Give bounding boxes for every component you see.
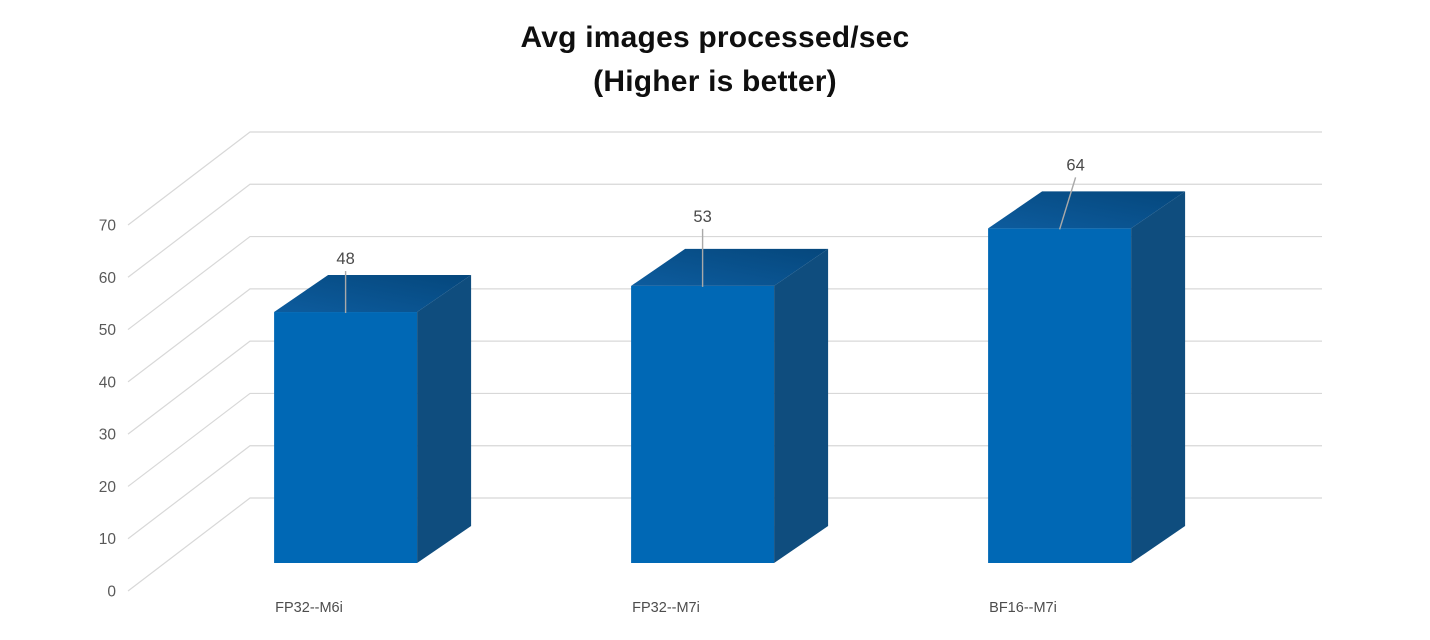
chart-title-line-1: Avg images processed/sec	[520, 21, 910, 54]
grid-line-60	[127, 183, 1322, 278]
ytick-label-50: 50	[99, 322, 117, 339]
bar-side-face	[1131, 191, 1186, 563]
bar-front-face	[631, 285, 775, 563]
grid-line-40	[127, 288, 1322, 383]
bars-layer	[274, 191, 1186, 563]
bar-front-face	[988, 228, 1132, 563]
grid-line-10	[127, 445, 1322, 540]
ytick-label-20: 20	[99, 479, 117, 496]
category-label-fp32-m7i: FP32--M7i	[632, 600, 700, 616]
ytick-label-30: 30	[99, 427, 117, 444]
data-label-leader	[1058, 177, 1077, 230]
chart-title: Avg images processed/sec (Higher is bett…	[0, 16, 1430, 104]
data-label-fp32-m6i: 48	[336, 250, 354, 268]
bar-top-face	[631, 248, 829, 286]
grid-line-0	[127, 497, 1322, 592]
data-label-bf16-m7i: 64	[1066, 156, 1084, 174]
grid-layer	[127, 131, 1322, 592]
bar-fp32-m6i	[274, 275, 472, 563]
bar-fp32-m7i	[631, 248, 829, 563]
grid-line-50	[127, 235, 1322, 331]
x-axis-labels: FP32--M6i FP32--M7i BF16--M7i	[275, 600, 1057, 616]
ytick-label-40: 40	[99, 374, 117, 391]
bar-top-face	[274, 275, 472, 313]
data-label-fp32-m7i: 53	[693, 208, 711, 226]
ytick-label-70: 70	[99, 218, 117, 235]
ytick-label-60: 60	[99, 270, 117, 287]
bar-bf16-m7i	[988, 191, 1186, 563]
bar-top-face	[988, 191, 1186, 229]
y-axis-labels: 0 10 20 30 40 50 60 70	[99, 218, 117, 601]
grid-line-70	[127, 131, 1322, 226]
grid-line-20	[127, 392, 1322, 487]
annotation-layer: 48 53 64	[336, 156, 1085, 314]
bar-side-face	[417, 275, 472, 563]
bar-side-face	[774, 248, 829, 563]
ytick-label-10: 10	[99, 531, 117, 548]
category-label-fp32-m6i: FP32--M6i	[275, 600, 343, 616]
bar-front-face	[274, 312, 418, 563]
ytick-label-0: 0	[107, 584, 116, 601]
category-label-bf16-m7i: BF16--M7i	[989, 600, 1057, 616]
chart-title-line-2: (Higher is better)	[593, 65, 837, 98]
grid-line-30	[127, 340, 1322, 435]
